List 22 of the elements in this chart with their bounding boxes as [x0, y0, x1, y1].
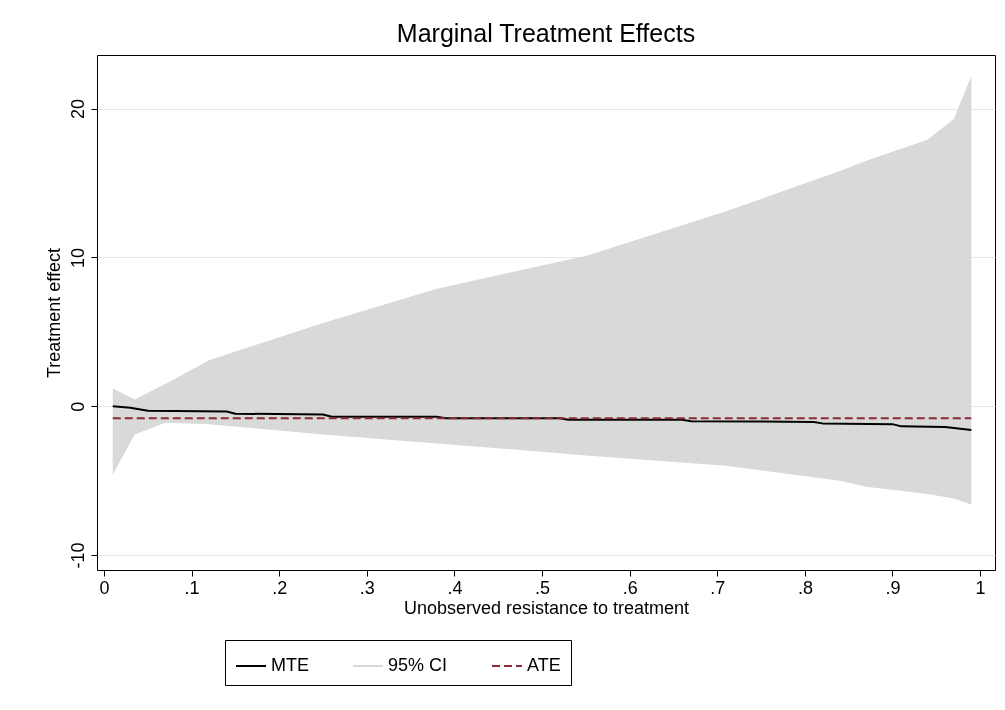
y-tick-label: 20 [67, 99, 88, 120]
x-axis-title: Unobserved resistance to treatment [403, 597, 690, 618]
y-tick-label: -10 [67, 542, 88, 569]
x-tick-label: .8 [797, 577, 813, 598]
x-tick-label: .6 [622, 577, 638, 598]
x-tick-label: .3 [359, 577, 375, 598]
y-tick-label: 0 [67, 401, 88, 412]
x-tick-label: 0 [99, 577, 110, 598]
x-tick-label: .1 [184, 577, 200, 598]
line-series [111, 405, 973, 432]
y-axis-title: Treatment effect [43, 247, 64, 379]
x-tick-label: .5 [535, 577, 551, 598]
chart-title: Marginal Treatment Effects [396, 19, 696, 47]
y-tick-label: 10 [67, 247, 88, 268]
x-tick-label: .7 [710, 577, 726, 598]
x-tick-label: .9 [885, 577, 901, 598]
x-tick-label: 1 [975, 577, 986, 598]
legend-label: MTE [271, 655, 309, 675]
x-tick-label: .4 [447, 577, 463, 598]
legend-label: 95% CI [388, 655, 448, 675]
legend-label: ATE [527, 655, 561, 675]
x-tick-label: .2 [272, 577, 288, 598]
